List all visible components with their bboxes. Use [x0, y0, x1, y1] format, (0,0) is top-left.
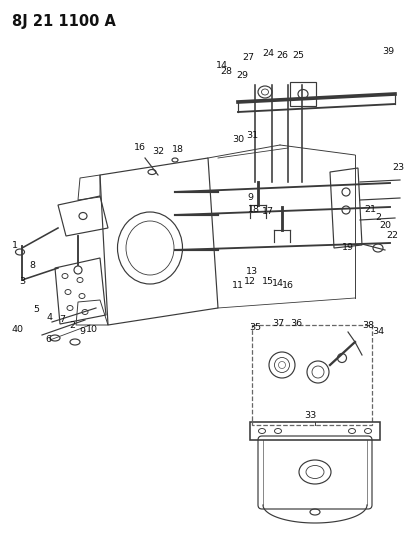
Text: 12: 12: [243, 278, 255, 287]
Bar: [249, 422, 379, 440]
Text: 14: 14: [271, 279, 283, 288]
Text: 22: 22: [385, 230, 397, 239]
Text: 37: 37: [271, 319, 283, 328]
Text: 14: 14: [216, 61, 227, 69]
Bar: [289, 82, 315, 106]
Text: 6: 6: [45, 335, 51, 344]
Text: 24: 24: [261, 50, 273, 59]
Text: 5: 5: [33, 305, 39, 314]
Text: 4: 4: [47, 313, 53, 322]
Text: 29: 29: [236, 70, 247, 79]
Text: 13: 13: [245, 268, 257, 277]
Text: 18: 18: [172, 146, 184, 155]
Text: 11: 11: [231, 280, 243, 289]
Text: 33: 33: [303, 411, 315, 421]
Text: 16: 16: [134, 143, 146, 152]
Text: 16: 16: [281, 281, 293, 290]
Text: 7: 7: [59, 316, 65, 325]
Text: 1: 1: [12, 241, 18, 251]
Text: 10: 10: [86, 326, 98, 335]
Text: 21: 21: [363, 206, 375, 214]
Text: 25: 25: [291, 51, 303, 60]
Text: 3: 3: [19, 278, 25, 287]
Bar: [252, 325, 371, 425]
Text: 20: 20: [378, 222, 390, 230]
Text: 31: 31: [245, 131, 257, 140]
Text: 27: 27: [241, 53, 254, 62]
Text: 35: 35: [248, 324, 261, 333]
Text: 9: 9: [79, 327, 85, 336]
Text: 19: 19: [341, 244, 353, 253]
Text: 32: 32: [152, 148, 164, 157]
Text: 15: 15: [261, 278, 273, 287]
Text: 17: 17: [261, 207, 273, 216]
Text: 8: 8: [29, 261, 35, 270]
Text: 40: 40: [12, 326, 24, 335]
Text: 18: 18: [247, 206, 259, 214]
Text: 2: 2: [69, 320, 75, 329]
Text: 2: 2: [374, 214, 380, 222]
Text: 39: 39: [381, 47, 393, 56]
Text: 26: 26: [275, 52, 287, 61]
Text: 8J 21 1100 A: 8J 21 1100 A: [12, 14, 116, 29]
Text: 36: 36: [289, 319, 301, 328]
Text: 30: 30: [231, 135, 243, 144]
Text: 28: 28: [220, 68, 231, 77]
Text: 9: 9: [246, 193, 252, 203]
Text: 38: 38: [361, 321, 373, 330]
Text: 34: 34: [371, 327, 383, 336]
Text: 23: 23: [391, 164, 403, 173]
